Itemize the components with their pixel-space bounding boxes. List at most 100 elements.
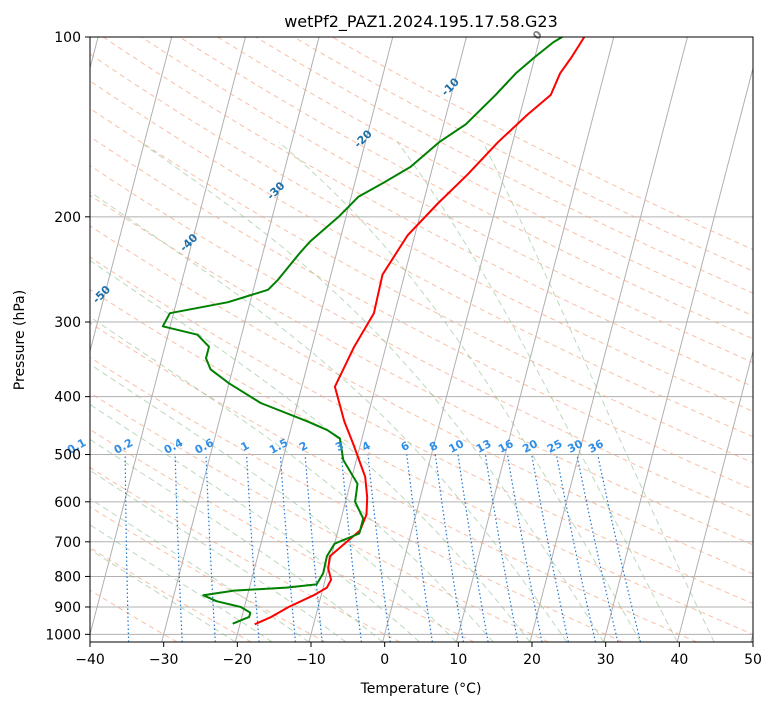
dry-adiabat: [90, 225, 753, 575]
moist-adiabat: [140, 141, 605, 642]
dry-adiabat: [90, 164, 753, 518]
x-tick-label: 20: [523, 652, 541, 668]
y-tick-label: 800: [54, 569, 81, 585]
mixing-ratio-line: [406, 454, 433, 642]
mixing-ratio-line: [555, 454, 596, 642]
mixing-ratio-label: 8: [427, 439, 440, 454]
grid-layer: [90, 37, 753, 642]
mixing-ratio-label: 4: [360, 439, 373, 454]
dry-adiabat: [90, 547, 252, 642]
auxiliary-lines-layer: [90, 37, 753, 642]
dry-adiabat: [90, 466, 401, 642]
mixing-ratio-line: [174, 454, 183, 642]
mixing-ratio-label: 20: [520, 437, 540, 456]
moist-adiabat: [90, 438, 384, 642]
dry-adiabat: [217, 37, 753, 317]
x-tick-label: −40: [75, 652, 105, 668]
mixing-ratio-label: 3: [333, 439, 346, 454]
isotherm-gridline: [90, 37, 173, 354]
dry-adiabat: [90, 428, 475, 642]
isotherm-gridline: [161, 37, 320, 642]
moist-adiabat: [90, 524, 273, 642]
mixing-ratio-label: 2: [297, 439, 310, 454]
moist-adiabat: [90, 191, 568, 642]
isotherm-label: -10: [439, 75, 462, 98]
mixing-ratio-line: [246, 454, 260, 642]
mixing-ratio-label: 0.6: [193, 436, 217, 457]
moist-adiabat: [90, 498, 310, 642]
x-tick-label: 50: [744, 652, 762, 668]
chart-title: wetPf2_PAZ1.2024.195.17.58.G23: [284, 12, 558, 32]
isotherm-gridline: [529, 37, 688, 642]
mixing-ratio-label: 1.5: [267, 436, 290, 457]
plot-frame: [89, 36, 754, 643]
y-axis-label: Pressure (hPa): [12, 290, 28, 390]
y-tick-label: 200: [54, 210, 81, 226]
moist-adiabat: [482, 141, 715, 642]
x-tick-label: 40: [670, 652, 688, 668]
mixing-ratio-label: 1: [239, 439, 252, 454]
mixing-ratio-label: 25: [545, 437, 565, 456]
isotherm-gridline: [750, 632, 753, 642]
y-tick-label: 300: [54, 315, 81, 331]
moist-adiabat: [90, 363, 457, 642]
isotherm-label: -20: [351, 127, 374, 150]
moist-adiabat: [90, 548, 236, 642]
mixing-ratio-label: 0.2: [112, 436, 135, 457]
mixing-ratio-label: 10: [447, 437, 467, 456]
isotherm-label: -50: [90, 283, 113, 306]
y-tick-label: 900: [54, 600, 81, 616]
dry-adiabat: [255, 37, 753, 294]
isotherm-gridline: [455, 37, 615, 642]
mixing-ratio-line: [205, 454, 216, 642]
y-tick-label: 100: [54, 30, 81, 46]
dry-adiabat: [90, 53, 753, 412]
isotherm-label: -30: [264, 179, 287, 202]
x-tick-label: 10: [449, 652, 467, 668]
dry-adiabat: [90, 392, 549, 642]
mixing-ratio-line: [457, 454, 489, 642]
y-tick-label: 700: [54, 535, 81, 551]
isotherm-gridline: [676, 349, 753, 642]
moist-adiabat: [397, 141, 678, 642]
mixing-ratio-line: [124, 454, 130, 642]
moist-adiabat: [278, 141, 641, 642]
dry-adiabat: [90, 506, 326, 642]
mixing-ratio-line: [531, 454, 569, 642]
mixing-ratio-line: [434, 454, 464, 642]
y-tick-label: 400: [54, 390, 81, 406]
isotherm-gridline: [603, 66, 753, 642]
isotherm-gridline: [382, 37, 541, 642]
axis-ticks-layer: −40 −30 −20 −10 0 10 20 30 40 5010020030040050060…: [45, 30, 762, 668]
mixing-ratio-label: 13: [474, 437, 494, 456]
x-tick-label: −20: [223, 652, 253, 668]
mixing-ratio-line: [597, 454, 642, 642]
series-layer: [161, 37, 586, 626]
x-tick-label: −10: [296, 652, 326, 668]
x-axis-label: Temperature (°C): [360, 681, 482, 697]
dry-adiabat: [293, 37, 753, 272]
x-tick-label: 30: [597, 652, 615, 668]
x-tick-label: −30: [149, 652, 179, 668]
dry-adiabat: [90, 322, 698, 642]
x-tick-label: 0: [380, 652, 389, 668]
dry-adiabat: [90, 136, 753, 490]
isotherm-gridline: [234, 37, 394, 642]
dewpoint-profile-line: [161, 37, 563, 625]
dry-adiabat: [179, 37, 753, 340]
y-tick-label: 600: [54, 495, 81, 511]
mixing-ratio-label: 30: [565, 437, 585, 456]
temperature-profile-line: [254, 37, 586, 626]
dry-adiabat: [90, 288, 753, 635]
mixing-ratio-label: 16: [496, 437, 516, 456]
y-tick-label: 1000: [45, 627, 81, 643]
dry-adiabat: [90, 589, 178, 642]
isotherm-gridline: [308, 37, 467, 642]
dry-adiabat: [90, 107, 753, 464]
mixing-ratio-label: 6: [399, 439, 412, 454]
moist-adiabat: [90, 259, 531, 642]
mixing-ratio-line: [279, 454, 297, 642]
mixing-ratio-line: [304, 454, 323, 642]
dry-adiabat: [141, 37, 753, 363]
